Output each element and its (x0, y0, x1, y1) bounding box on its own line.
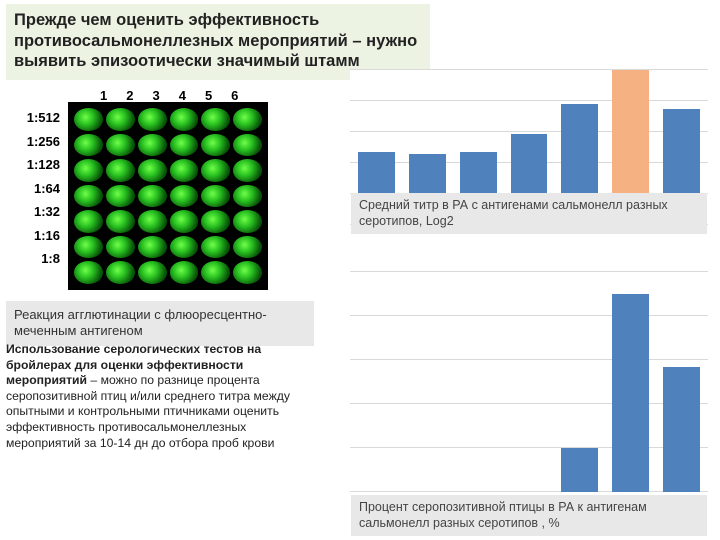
well (201, 185, 230, 208)
bar (561, 448, 598, 492)
well (74, 134, 103, 157)
body-text: Использование серологических тестов на б… (6, 342, 318, 451)
well (106, 236, 135, 259)
plate-row-label: 1:64 (16, 181, 60, 196)
well (106, 261, 135, 284)
well (106, 210, 135, 233)
plate-col-label: 3 (152, 88, 159, 103)
well (233, 134, 262, 157)
plate-row-label: 1:32 (16, 204, 60, 219)
well (74, 261, 103, 284)
bars-container (350, 272, 708, 492)
bar (663, 367, 700, 492)
plate-col-label: 5 (205, 88, 212, 103)
well (74, 210, 103, 233)
well (106, 108, 135, 131)
plate-row-label: 1:8 (16, 251, 60, 266)
well (233, 210, 262, 233)
well (170, 159, 199, 182)
well (201, 236, 230, 259)
plate-col-label: 6 (231, 88, 238, 103)
well (138, 210, 167, 233)
plate-row-label: 1:128 (16, 157, 60, 172)
plate-row-label: 1:256 (16, 134, 60, 149)
plate-row-labels: 1:512 1:256 1:128 1:64 1:32 1:16 1:8 (16, 110, 60, 266)
plate-caption: Реакция агглютинации с флюоресцентно-меч… (6, 301, 314, 346)
well (233, 236, 262, 259)
bar (612, 294, 649, 492)
plate-row-label: 1:512 (16, 110, 60, 125)
well (201, 210, 230, 233)
well (138, 134, 167, 157)
well (74, 236, 103, 259)
well (233, 185, 262, 208)
plate-col-label: 2 (126, 88, 133, 103)
well (106, 134, 135, 157)
well (138, 236, 167, 259)
well (170, 185, 199, 208)
well (233, 261, 262, 284)
well (74, 159, 103, 182)
well (170, 134, 199, 157)
well (170, 210, 199, 233)
well (170, 261, 199, 284)
well (106, 159, 135, 182)
plate-col-labels: 1 2 3 4 5 6 (100, 88, 238, 103)
plate-col-label: 4 (179, 88, 186, 103)
plate-row-label: 1:16 (16, 228, 60, 243)
plate-col-label: 1 (100, 88, 107, 103)
titer-chart-caption: Средний титр в РА с антигенами сальмонел… (351, 193, 707, 234)
well (201, 134, 230, 157)
well (201, 108, 230, 131)
well (74, 108, 103, 131)
well (233, 108, 262, 131)
well (233, 159, 262, 182)
well (138, 185, 167, 208)
well (170, 236, 199, 259)
well (138, 108, 167, 131)
well (138, 159, 167, 182)
well (201, 159, 230, 182)
seropositive-chart (350, 272, 708, 492)
well (170, 108, 199, 131)
seropositive-chart-caption: Процент серопозитивной птицы в РА к анти… (351, 495, 707, 536)
well (201, 261, 230, 284)
microplate (68, 102, 268, 290)
well (74, 185, 103, 208)
well (138, 261, 167, 284)
well (106, 185, 135, 208)
